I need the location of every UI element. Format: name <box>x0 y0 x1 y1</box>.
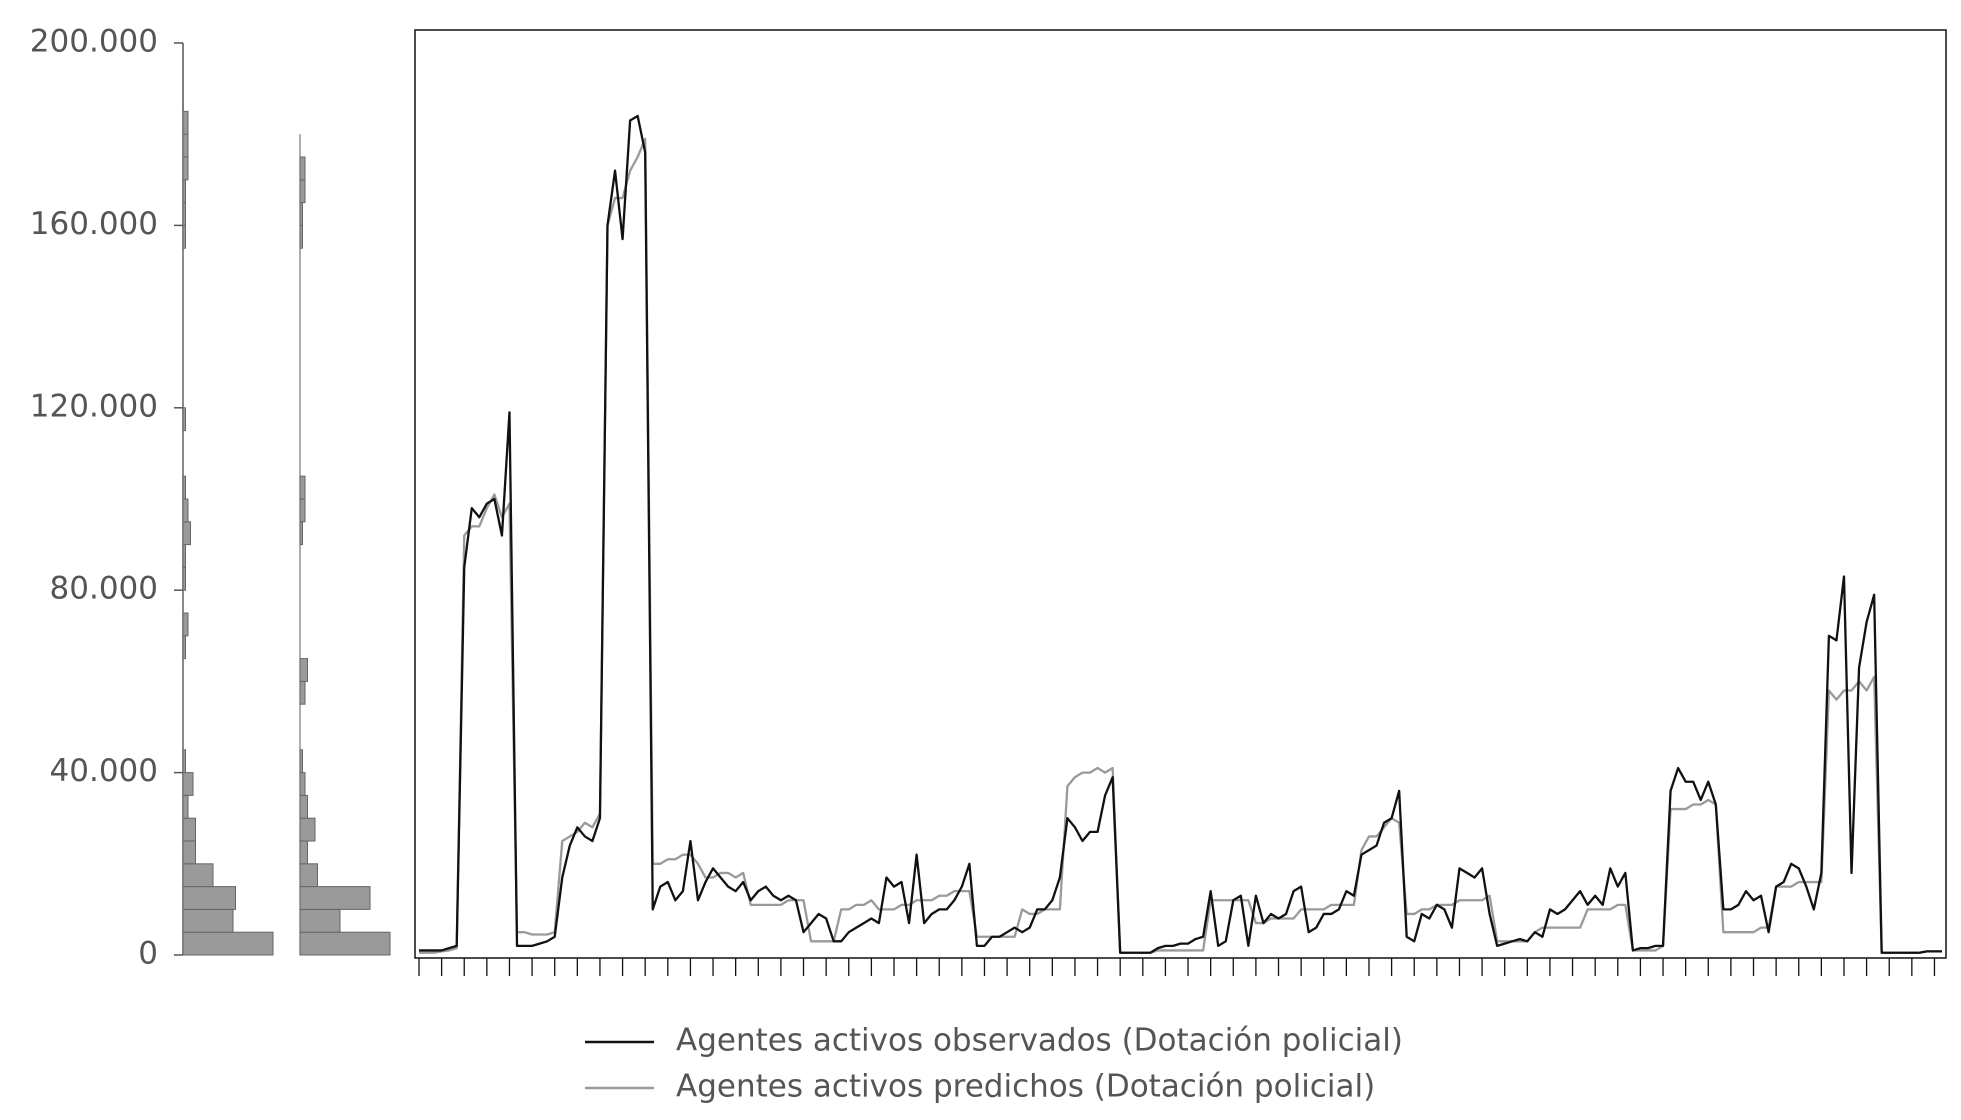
y-tick-label: 160.000 <box>30 206 158 242</box>
y-tick-label: 200.000 <box>30 24 158 60</box>
y-tick-label: 0 <box>138 936 158 972</box>
plot-frame <box>414 29 1947 959</box>
histogram-bar <box>182 817 196 842</box>
histogram-bar <box>182 224 186 249</box>
histogram-bar <box>182 908 234 933</box>
histogram-bar <box>299 749 303 774</box>
series-line <box>419 114 1942 954</box>
histogram-bar <box>299 931 391 956</box>
histogram-bar <box>182 566 186 591</box>
y-tick-label: 120.000 <box>30 388 158 424</box>
legend-label: Agentes activos observados (Dotación pol… <box>676 1023 1403 1059</box>
histogram-bar <box>182 635 186 660</box>
histogram-bar <box>182 475 186 500</box>
histogram-bar <box>182 863 214 888</box>
histogram-bar <box>299 680 306 705</box>
histogram-bar <box>182 931 274 956</box>
histogram-bar <box>299 658 308 682</box>
histogram-bar <box>299 863 318 888</box>
histogram-bar <box>182 110 189 135</box>
histogram-bar <box>299 156 306 181</box>
histogram-bar <box>299 817 316 842</box>
histogram-bar <box>299 224 303 249</box>
histogram-bar <box>299 840 308 865</box>
histogram-bar <box>299 908 341 933</box>
histogram-bar <box>299 886 371 910</box>
histogram-bar <box>182 202 186 226</box>
series-line <box>419 137 1942 954</box>
histogram-bar <box>182 156 189 181</box>
histogram-bar <box>182 544 186 568</box>
histogram-bar <box>299 794 308 819</box>
histogram-bar <box>299 475 306 500</box>
histogram-bar <box>182 794 189 819</box>
histogram-bar <box>182 179 186 204</box>
histogram-bar <box>299 179 306 204</box>
histogram-bar <box>182 840 196 865</box>
histogram-bar <box>299 772 306 796</box>
histogram-bar <box>182 498 189 523</box>
histogram-bar <box>182 772 194 796</box>
histogram-bar <box>182 749 186 774</box>
histogram-bar <box>182 612 189 637</box>
histogram-bar <box>182 133 189 158</box>
histogram-bar <box>182 886 236 910</box>
histogram-bar <box>182 521 191 546</box>
y-tick-label: 40.000 <box>50 753 158 789</box>
legend-label: Agentes activos predichos (Dotación poli… <box>676 1069 1375 1105</box>
histogram-bar <box>299 202 303 226</box>
histogram-bar <box>299 521 303 546</box>
histogram-bar <box>299 498 306 523</box>
histogram-bar <box>182 407 186 432</box>
y-tick-label: 80.000 <box>50 571 158 607</box>
